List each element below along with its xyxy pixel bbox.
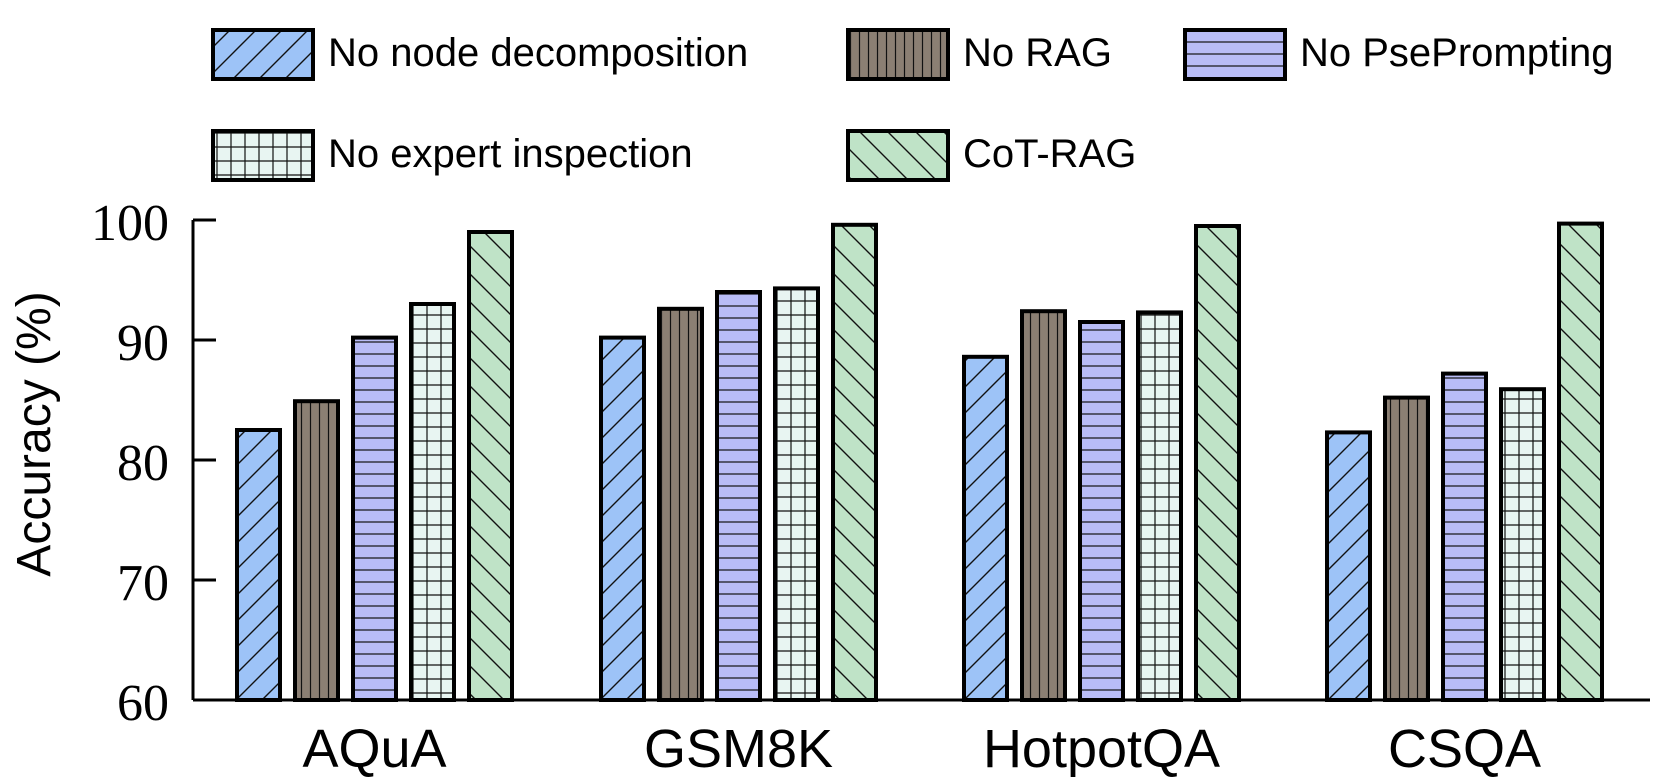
legend-label: CoT-RAG bbox=[963, 132, 1136, 176]
legend-item: No PsePrompting bbox=[1183, 28, 1613, 81]
legend-swatch bbox=[211, 28, 315, 81]
y-tick-label: 60 bbox=[117, 675, 169, 732]
bar bbox=[1499, 387, 1546, 702]
legend-item: No RAG bbox=[846, 28, 1112, 81]
bar bbox=[351, 335, 398, 702]
x-tick-label: CSQA bbox=[1388, 719, 1541, 777]
legend-label: No expert inspection bbox=[328, 132, 693, 176]
y-tick-label: 90 bbox=[117, 315, 169, 372]
legend-item: No expert inspection bbox=[211, 129, 693, 182]
y-axis-label: Accuracy (%) bbox=[8, 291, 61, 576]
bar bbox=[1557, 221, 1604, 702]
bar bbox=[1325, 430, 1372, 702]
bar bbox=[773, 286, 820, 702]
bar bbox=[715, 290, 762, 702]
legend-label: No RAG bbox=[963, 31, 1112, 75]
legend-swatch bbox=[846, 129, 950, 182]
y-axis-ticks: 60 70 80 90 100 bbox=[91, 195, 216, 732]
bar bbox=[409, 302, 456, 702]
bar bbox=[293, 399, 340, 702]
bar bbox=[1194, 224, 1241, 702]
bar bbox=[1136, 310, 1183, 702]
bar bbox=[235, 428, 282, 702]
legend: No node decomposition No RAG No PsePrompti… bbox=[211, 28, 1613, 182]
y-tick-label: 100 bbox=[91, 195, 169, 252]
legend-item: No node decomposition bbox=[211, 28, 748, 81]
bar bbox=[599, 335, 646, 702]
plot-area: 60 70 80 90 100 AQuA GSM8K HotpotQA CSQA bbox=[91, 195, 1650, 777]
x-tick-label: AQuA bbox=[302, 719, 446, 777]
bar bbox=[962, 354, 1009, 702]
legend-label: No PsePrompting bbox=[1300, 31, 1613, 75]
legend-swatch bbox=[1183, 28, 1287, 81]
x-tick-label: GSM8K bbox=[644, 719, 833, 777]
legend-label: No node decomposition bbox=[328, 31, 748, 75]
y-tick-label: 70 bbox=[117, 555, 169, 612]
legend-swatch bbox=[211, 129, 315, 182]
x-axis-labels: AQuA GSM8K HotpotQA CSQA bbox=[302, 719, 1541, 777]
bar bbox=[831, 222, 878, 703]
bars bbox=[235, 221, 1604, 703]
y-tick-label: 80 bbox=[117, 435, 169, 492]
x-tick-label: HotpotQA bbox=[983, 719, 1220, 777]
bar bbox=[1078, 320, 1125, 702]
legend-item: CoT-RAG bbox=[846, 129, 1136, 182]
bar bbox=[657, 306, 704, 702]
bar bbox=[1441, 371, 1488, 702]
legend-swatch bbox=[846, 28, 950, 81]
bar bbox=[1383, 395, 1430, 702]
bar bbox=[1020, 309, 1067, 702]
bar bbox=[467, 230, 514, 702]
